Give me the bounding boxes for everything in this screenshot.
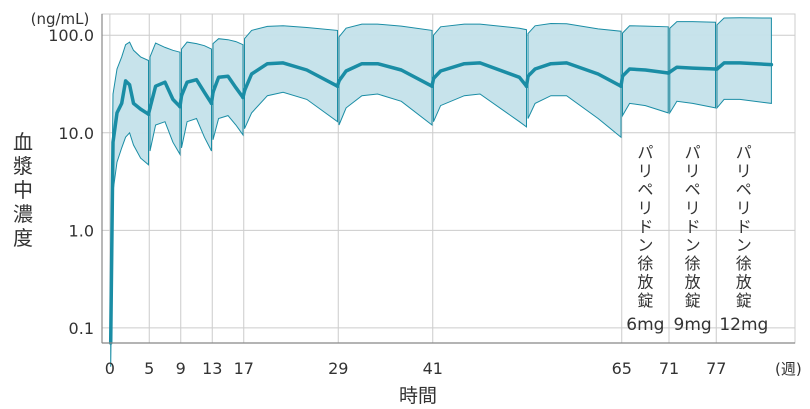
- ci-band: [149, 42, 181, 157]
- annotation-char: ド: [736, 217, 752, 236]
- ci-band: [433, 23, 527, 128]
- annotation-char: ン: [637, 236, 653, 255]
- annotation-char: ド: [637, 217, 653, 236]
- ci-band: [244, 25, 338, 129]
- x-tick-label: 13: [202, 359, 222, 378]
- x-tick-label: 0: [105, 359, 115, 378]
- axis-layer: [101, 14, 795, 344]
- annotation-char: リ: [736, 162, 752, 181]
- annotation-char: 徐: [685, 254, 701, 273]
- x-unit-label: (週): [775, 360, 802, 378]
- y-axis-title-char: 中: [13, 178, 33, 202]
- annotation-char: パ: [637, 143, 653, 162]
- median-connector: [619, 74, 625, 88]
- x-tick-label: 77: [706, 359, 726, 378]
- annotation-char: ペ: [736, 180, 752, 199]
- x-tick-label: 9: [176, 359, 186, 378]
- ci-band: [212, 38, 244, 140]
- line-layer: [108, 61, 774, 345]
- median-connector: [178, 93, 184, 109]
- y-tick-label: 1.0: [69, 221, 94, 240]
- annotation-char: 徐: [736, 254, 752, 273]
- annotation-char: リ: [637, 199, 653, 218]
- median-line: [337, 61, 434, 88]
- y-tick-label: 10.0: [58, 124, 94, 143]
- band-layer: [110, 17, 772, 367]
- y-axis-title-char: 度: [13, 226, 33, 250]
- x-tick-label: 29: [328, 359, 348, 378]
- median-connector: [666, 70, 672, 75]
- annotation-char: リ: [637, 162, 653, 181]
- annotation-char: ン: [736, 236, 752, 255]
- median-connector: [241, 88, 247, 100]
- annotation-char: 放: [637, 273, 653, 292]
- median-connector: [524, 74, 530, 88]
- annotation-char: リ: [685, 199, 701, 218]
- annotation-char: パ: [685, 143, 701, 162]
- y-tick-label: 100.0: [48, 26, 94, 45]
- y-axis-title-char: 血: [13, 130, 33, 154]
- median-line: [668, 65, 718, 74]
- annotation-dose: 9mg: [674, 315, 712, 335]
- annotation-char: 放: [685, 273, 701, 292]
- annotation-char: リ: [736, 199, 752, 218]
- annotation-char: ド: [685, 217, 701, 236]
- median-line: [620, 67, 670, 78]
- ci-band: [338, 23, 433, 127]
- annotation-char: 錠: [685, 291, 701, 310]
- median-line: [211, 74, 245, 100]
- median-connector: [146, 106, 152, 116]
- annotation-char: 徐: [637, 254, 653, 273]
- x-tick-label: 41: [423, 359, 443, 378]
- annotation-char: パ: [736, 143, 752, 162]
- annotation-char: 錠: [736, 291, 752, 310]
- x-tick-label: 17: [234, 359, 254, 378]
- x-tick-label: 71: [659, 359, 679, 378]
- ci-band: [527, 22, 622, 139]
- annotation-char: ン: [685, 236, 701, 255]
- annotation-dose: 12mg: [719, 315, 768, 335]
- annotation-char: ペ: [637, 180, 653, 199]
- annotation-char: 放: [736, 273, 752, 292]
- median-line: [148, 80, 182, 110]
- annotation-dose: 6mg: [626, 315, 664, 335]
- ci-band: [110, 41, 149, 367]
- x-tick-label: 65: [612, 359, 632, 378]
- y-unit-label: (ng/mL): [31, 10, 90, 28]
- annotation-char: ペ: [685, 180, 701, 199]
- tick-layer: 0.1 1.0 10.0 100.0 0 5 9 13 17 29 41 65 71 77: [48, 26, 726, 378]
- ci-band: [181, 41, 212, 152]
- median-line: [715, 61, 774, 71]
- median-line: [526, 61, 623, 88]
- median-connector: [335, 79, 341, 88]
- x-axis-title: 時間: [399, 385, 437, 407]
- median-connector: [430, 76, 436, 88]
- median-line: [179, 77, 214, 106]
- median-connector: [209, 90, 215, 106]
- annotation-char: 錠: [637, 291, 653, 310]
- y-axis-title-char: 濃: [13, 202, 33, 226]
- median-line: [108, 79, 151, 345]
- x-tick-label: 5: [144, 359, 154, 378]
- median-line: [431, 61, 529, 88]
- y-tick-label: 0.1: [69, 319, 94, 338]
- median-line: [242, 61, 340, 93]
- annotation-char: リ: [685, 162, 701, 181]
- y-axis-title-char: 漿: [13, 154, 33, 178]
